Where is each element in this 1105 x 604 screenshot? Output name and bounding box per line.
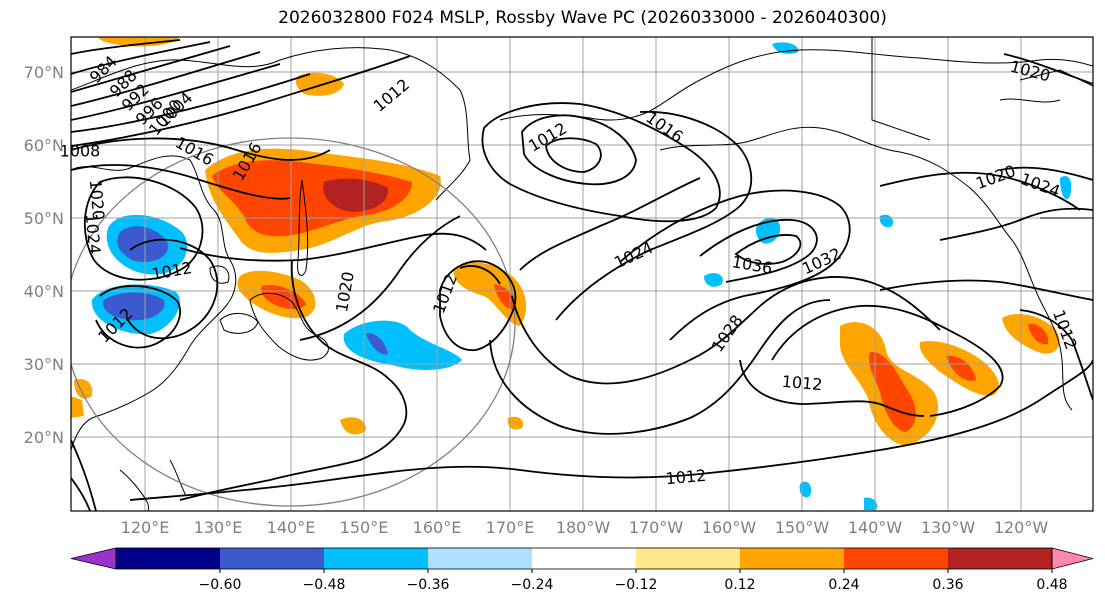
colorbar-tick-label: −0.36 [407, 577, 450, 593]
lon-tick-label: 140°W [848, 518, 903, 537]
map-panel [71, 37, 1093, 511]
colorbar-segment [220, 548, 325, 569]
colorbar-tick-label: 0.36 [932, 577, 963, 593]
lon-tick-label: 150°W [775, 518, 830, 537]
lon-tick-label: 160°E [413, 518, 462, 537]
longitude-labels: 120°E 130°E 140°E 150°E 160°E 170°E 180°W 170°W… [121, 518, 1049, 537]
colorbar [70, 547, 1094, 570]
positive-anomaly-shading [71, 37, 1060, 446]
colorbar-segment [532, 548, 637, 569]
colorbar-ticks: −0.60 −0.48 −0.36 −0.24 −0.12 0.12 0.24 0.36 0.4… [199, 569, 1068, 593]
colorbar-segment [844, 548, 949, 569]
coastlines [71, 37, 1093, 511]
colorbar-extend-high [1051, 547, 1094, 570]
lon-tick-label: 130°W [921, 518, 976, 537]
lon-tick-label: 180°W [556, 518, 611, 537]
isobar-label: 1024 [82, 213, 104, 255]
colorbar-extend-low [70, 547, 117, 570]
colorbar-tick-label: 0.24 [828, 577, 859, 593]
colorbar-tick-label: 0.12 [724, 577, 755, 593]
lat-tick-label: 70°N [24, 63, 64, 82]
lon-tick-label: 140°E [267, 518, 316, 537]
colorbar-tick-label: −0.12 [615, 577, 658, 593]
colorbar-segment [428, 548, 533, 569]
isobars [71, 39, 1093, 511]
isobar-label: 1020 [86, 179, 108, 221]
lon-tick-label: 160°W [702, 518, 757, 537]
colorbar-segment [636, 548, 741, 569]
lon-tick-label: 150°E [340, 518, 389, 537]
colorbar-tick-label: −0.60 [199, 577, 242, 593]
lat-tick-label: 20°N [24, 428, 64, 447]
colorbar-outline [115, 547, 1053, 570]
lat-tick-label: 60°N [24, 136, 64, 155]
lon-tick-label: 170°E [486, 518, 535, 537]
colorbar-segment [116, 548, 221, 569]
colorbar-segment [324, 548, 429, 569]
isobar-label: 1012 [665, 466, 707, 488]
reference-circle [71, 137, 516, 507]
colorbar-tick-label: −0.24 [511, 577, 554, 593]
lat-tick-label: 40°N [24, 282, 64, 301]
colorbar-tick-label: 0.48 [1036, 577, 1067, 593]
colorbar-tick-label: −0.48 [303, 577, 346, 593]
lon-tick-label: 120°E [121, 518, 170, 537]
colorbar-segment [948, 548, 1053, 569]
lat-tick-label: 30°N [24, 355, 64, 374]
latitude-labels: 70°N 60°N 50°N 40°N 30°N 20°N [24, 63, 64, 447]
lon-tick-label: 170°W [629, 518, 684, 537]
map-frame [70, 36, 1094, 512]
lon-tick-label: 130°E [194, 518, 243, 537]
colorbar-segment [740, 548, 845, 569]
map-title: 2026032800 F024 MSLP, Rossby Wave PC (20… [278, 8, 887, 28]
isobar-label: 1012 [781, 372, 823, 394]
lon-tick-label: 120°W [994, 518, 1049, 537]
isobar-label: 1008 [60, 142, 101, 161]
lat-tick-label: 50°N [24, 209, 64, 228]
graticule [71, 37, 1093, 511]
negative-anomaly-shading [91, 42, 1072, 510]
